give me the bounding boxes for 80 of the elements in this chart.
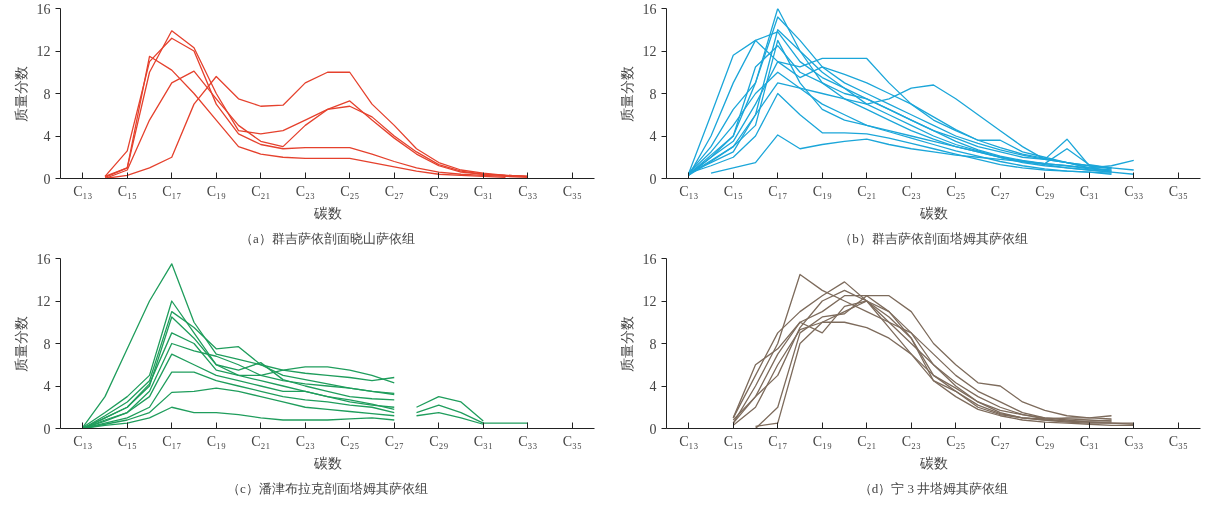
x-tick-label: C₂₁ <box>251 433 271 449</box>
y-tick-label: 4 <box>43 129 51 144</box>
x-axis-title: 碳数 <box>312 205 342 221</box>
x-tick-label: C₂₃ <box>901 183 921 199</box>
x-tick-label: C₂₃ <box>295 183 315 199</box>
y-tick-label: 0 <box>43 421 51 437</box>
y-tick-label: 0 <box>649 421 657 437</box>
y-tick-label: 8 <box>43 336 51 352</box>
x-tick-label: C₂₇ <box>990 433 1010 449</box>
y-tick-label: 4 <box>649 129 657 144</box>
text: （b）群吉萨依剖面塔姆其萨依组 <box>839 230 1028 246</box>
x-tick-label: C₁₃ <box>679 433 699 449</box>
x-tick-label: C₃₁ <box>1079 183 1099 199</box>
x-tick-label: C₃₁ <box>1079 433 1099 449</box>
x-tick-label: C₁₅ <box>723 183 743 199</box>
x-tick-label: C₁₃ <box>73 433 93 449</box>
x-tick-label: C₃₁ <box>473 183 493 199</box>
x-tick-label: C₁₇ <box>162 183 182 199</box>
x-tick-label: C₃₃ <box>518 433 538 449</box>
y-tick-label: 8 <box>43 86 51 102</box>
x-tick-label: C₂₉ <box>429 433 449 449</box>
text: （d）宁 3 井塔姆其萨依组 <box>858 480 1009 496</box>
y-tick-label: 0 <box>43 171 51 187</box>
y-axis-title: 质量分数 <box>619 65 635 122</box>
x-tick-label: C₁₉ <box>206 183 226 199</box>
y-tick-label: 8 <box>649 86 657 102</box>
y-axis-title: 质量分数 <box>13 315 29 372</box>
x-tick-label: C₂₁ <box>857 183 877 199</box>
text: （c）潘津布拉克剖面塔姆其萨依组 <box>227 480 428 496</box>
x-tick-label: C₁₃ <box>73 183 93 199</box>
x-tick-label: C₁₅ <box>117 433 137 449</box>
x-tick-label: C₃₅ <box>1168 183 1188 199</box>
text: （a）群吉萨依剖面晓山萨依组 <box>240 230 415 246</box>
x-tick-label: C₁₉ <box>812 433 832 449</box>
x-tick-label: C₂₉ <box>1035 433 1055 449</box>
x-tick-label: C₁₉ <box>812 183 832 199</box>
y-tick-label: 12 <box>36 294 51 309</box>
x-tick-label: C₂₅ <box>946 433 966 449</box>
x-tick-label: C₃₃ <box>518 183 538 199</box>
x-axis-title: 碳数 <box>918 455 948 471</box>
x-tick-label: C₃₅ <box>562 183 582 199</box>
x-tick-label: C₁₇ <box>768 183 788 199</box>
y-tick-label: 16 <box>36 251 51 267</box>
x-tick-label: C₂₃ <box>295 433 315 449</box>
x-tick-label: C₂₁ <box>251 183 271 199</box>
x-axis-title: 碳数 <box>918 205 948 221</box>
x-tick-label: C₂₇ <box>384 183 404 199</box>
x-tick-label: C₂₇ <box>990 183 1010 199</box>
x-tick-label: C₂₅ <box>340 183 360 199</box>
x-tick-label: C₃₃ <box>1124 433 1144 449</box>
y-tick-label: 16 <box>36 1 51 17</box>
x-tick-label: C₁₉ <box>206 433 226 449</box>
x-tick-label: C₃₁ <box>473 433 493 449</box>
x-tick-label: C₂₅ <box>946 183 966 199</box>
y-tick-label: 12 <box>642 294 657 309</box>
x-tick-label: C₃₅ <box>1168 433 1188 449</box>
x-tick-label: C₁₇ <box>768 433 788 449</box>
x-tick-label: C₂₃ <box>901 433 921 449</box>
y-tick-label: 16 <box>642 251 657 267</box>
x-tick-label: C₂₁ <box>857 433 877 449</box>
x-tick-label: C₂₅ <box>340 433 360 449</box>
y-tick-label: 12 <box>36 44 51 59</box>
y-tick-label: 4 <box>649 379 657 394</box>
y-tick-label: 4 <box>43 379 51 394</box>
x-tick-label: C₂₇ <box>384 433 404 449</box>
x-tick-label: C₂₉ <box>1035 183 1055 199</box>
y-tick-label: 12 <box>642 44 657 59</box>
x-tick-label: C₁₇ <box>162 433 182 449</box>
y-axis-title: 质量分数 <box>619 315 635 372</box>
y-tick-label: 8 <box>649 336 657 352</box>
x-axis-title: 碳数 <box>312 455 342 471</box>
y-tick-label: 16 <box>642 1 657 17</box>
x-tick-label: C₂₉ <box>429 183 449 199</box>
x-tick-label: C₃₅ <box>562 433 582 449</box>
x-tick-label: C₃₃ <box>1124 183 1144 199</box>
x-tick-label: C₁₃ <box>679 183 699 199</box>
x-tick-label: C₁₅ <box>723 433 743 449</box>
y-tick-label: 0 <box>649 171 657 187</box>
y-axis-title: 质量分数 <box>13 65 29 122</box>
x-tick-label: C₁₅ <box>117 183 137 199</box>
